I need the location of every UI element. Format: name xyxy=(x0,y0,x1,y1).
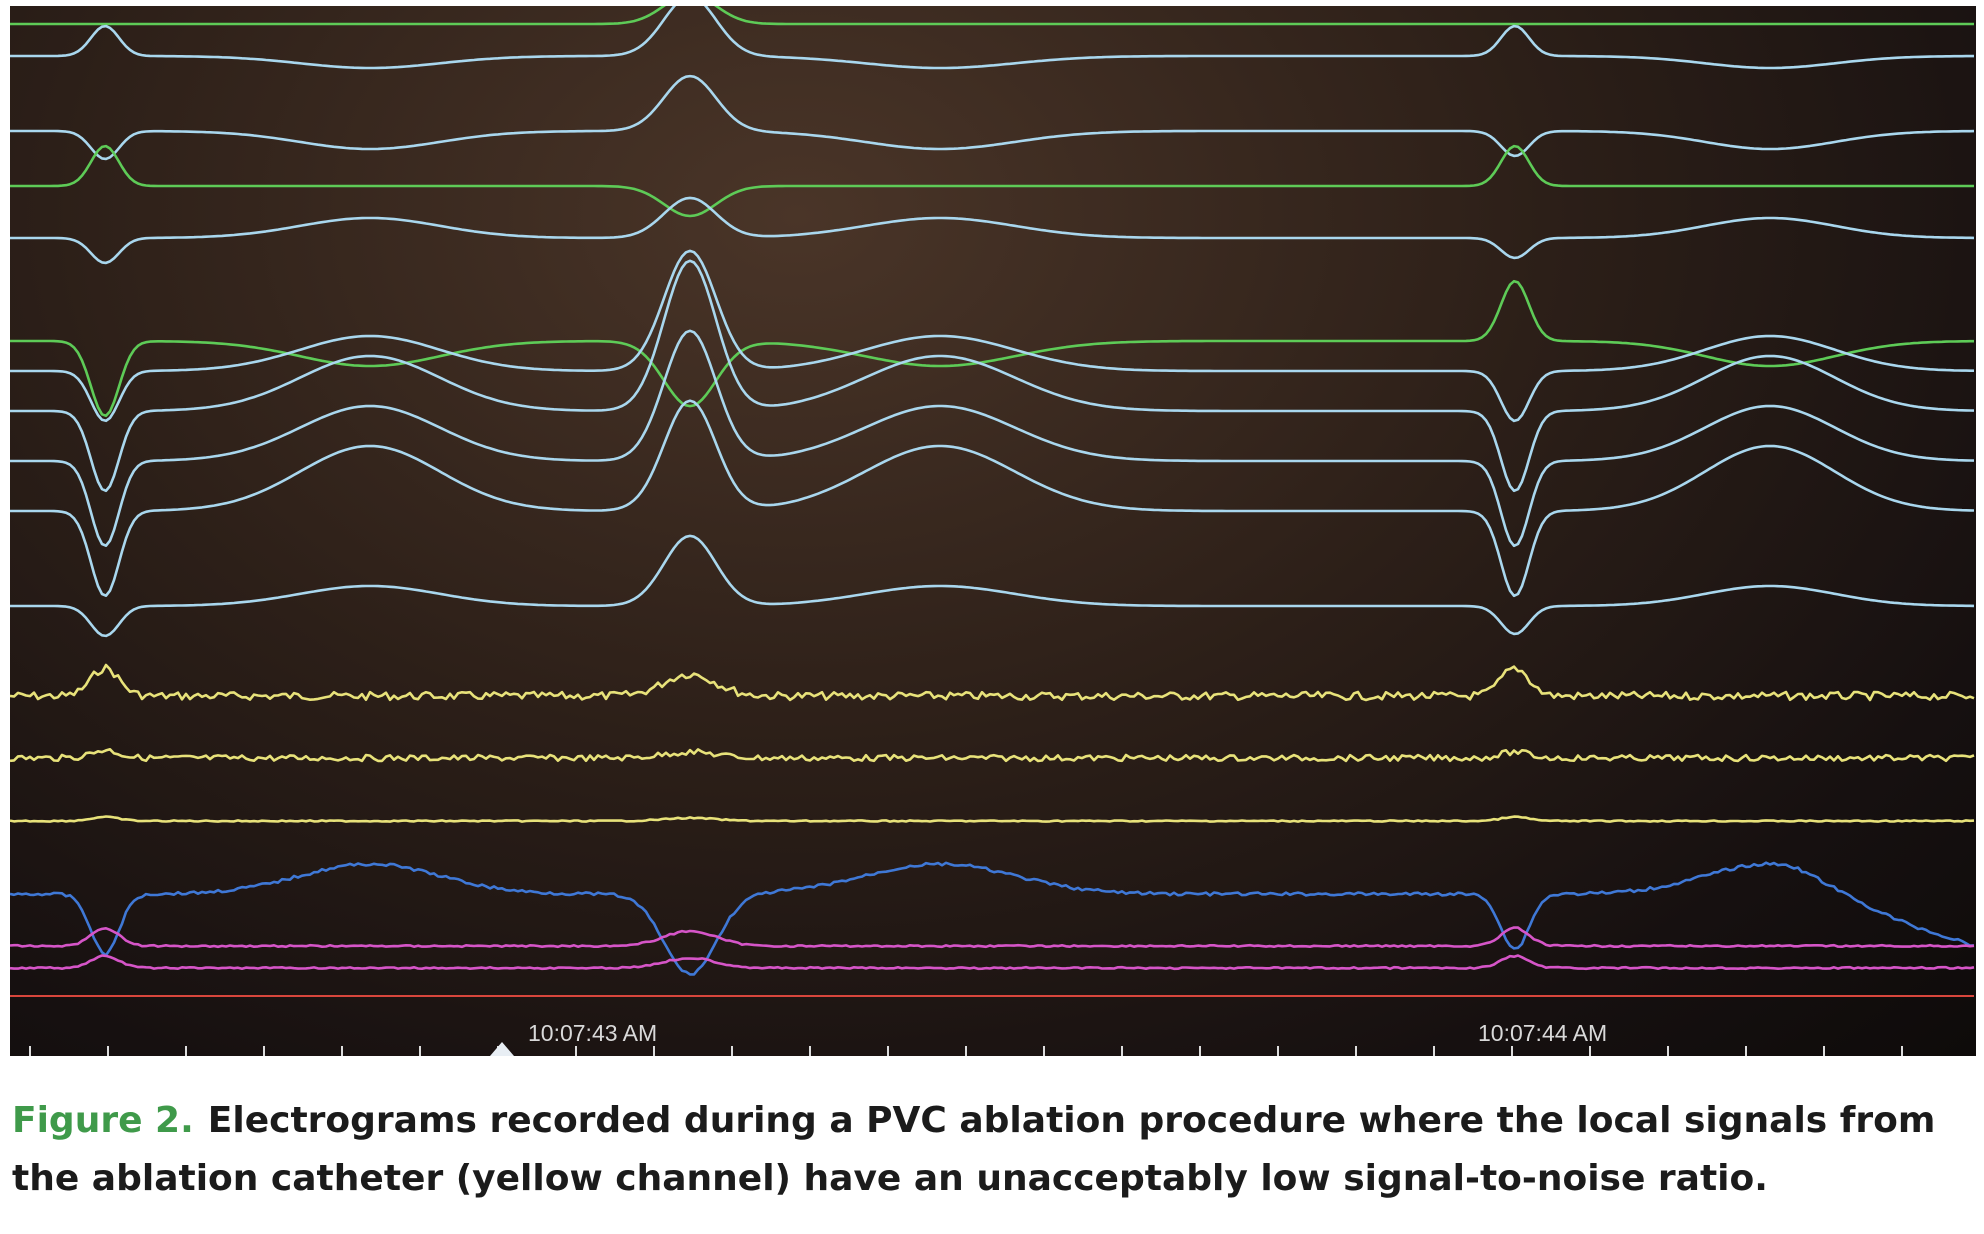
figure-caption: Figure 2. Electrograms recorded during a … xyxy=(12,1092,1972,1208)
electrogram-traces xyxy=(10,6,1975,1056)
time-marker-icon xyxy=(490,1042,514,1056)
electrogram-trace-yellow xyxy=(10,748,1975,763)
electrogram-trace-light-blue xyxy=(10,259,1975,493)
electrogram-trace-light-blue xyxy=(10,74,1975,161)
electrogram-trace-green xyxy=(10,144,1974,218)
electrogram-trace-blue xyxy=(10,861,1975,976)
electrogram-trace-light-blue xyxy=(10,534,1975,638)
time-axis xyxy=(29,1046,1903,1056)
electrogram-trace-light-blue xyxy=(10,249,1974,423)
electrogram-trace-green xyxy=(10,279,1974,418)
electrogram-trace-light-blue xyxy=(10,399,1975,598)
electrogram-trace-light-blue xyxy=(10,6,1974,70)
electrogram-trace-light-blue xyxy=(10,329,1975,548)
electrogram-trace-magenta xyxy=(10,926,1975,949)
timestamp-label: 10:07:44 AM xyxy=(1478,1020,1608,1046)
electrogram-trace-yellow xyxy=(10,663,1975,702)
electrogram-recording: 10:07:43 AM 10:07:44 AM xyxy=(10,6,1976,1056)
figure-label: Figure 2. xyxy=(12,1100,194,1141)
electrogram-trace-yellow xyxy=(10,815,1975,823)
electrogram-trace-magenta xyxy=(10,954,1975,971)
electrogram-trace-green xyxy=(10,6,1974,26)
timestamp-label: 10:07:43 AM xyxy=(528,1020,658,1046)
caption-text: Electrograms recorded during a PVC ablat… xyxy=(12,1100,1936,1199)
electrogram-trace-light-blue xyxy=(10,196,1975,265)
